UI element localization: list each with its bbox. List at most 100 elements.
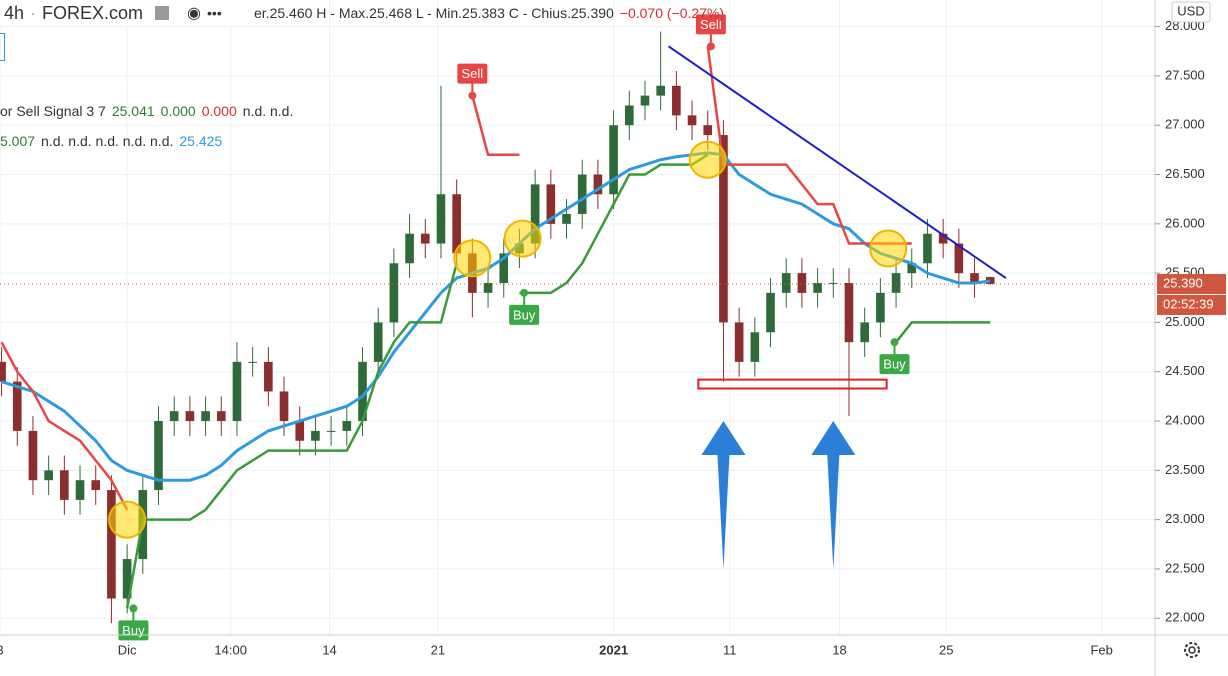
indicator-value: 25.041 bbox=[111, 103, 155, 119]
indicator-legend: or Sell Signal 3 7 25.041 0.000 0.000 n.d. n… bbox=[0, 103, 299, 119]
candle-body bbox=[452, 194, 461, 254]
candle-body bbox=[405, 233, 414, 264]
more-icon[interactable]: ••• bbox=[207, 5, 222, 21]
signal-box bbox=[879, 354, 910, 375]
candle-body bbox=[828, 282, 838, 284]
support-box bbox=[697, 378, 888, 390]
signal-label: Buy bbox=[513, 307, 536, 322]
candle-body bbox=[264, 361, 273, 392]
x-tick-label: 14:00 bbox=[214, 642, 247, 657]
last-price-label: 25.390 bbox=[1163, 275, 1203, 290]
currency-box bbox=[1171, 1, 1211, 23]
signal-label: Buy bbox=[883, 357, 906, 372]
candle-body bbox=[169, 411, 179, 422]
settings-icon[interactable] bbox=[1184, 642, 1200, 658]
x-tick-label: 25 bbox=[939, 642, 953, 657]
arrow bbox=[701, 421, 746, 569]
last-price-box bbox=[1157, 273, 1226, 294]
candle-body bbox=[154, 421, 163, 491]
indicator-line bbox=[125, 153, 991, 609]
candle-body bbox=[499, 253, 509, 283]
candle-body bbox=[216, 411, 226, 422]
y-tick-label: 24.000 bbox=[1165, 412, 1205, 427]
candle-body bbox=[389, 263, 399, 323]
candle-body bbox=[891, 273, 901, 293]
highlight-circle bbox=[503, 219, 542, 258]
candle-body bbox=[766, 292, 775, 333]
change: −0.070 (−0.27%) bbox=[619, 5, 725, 21]
interval[interactable]: 4h bbox=[4, 2, 25, 23]
flag-icon[interactable] bbox=[155, 6, 170, 20]
candle-body bbox=[373, 322, 383, 362]
y-tick-label: 27.500 bbox=[1165, 67, 1205, 82]
axes: 22.000 22.500 23.000 23.500 24.000 24.500 25.0… bbox=[0, 18, 1226, 657]
candle-body bbox=[844, 282, 854, 343]
source[interactable]: FOREX.com bbox=[42, 2, 144, 23]
candle-body bbox=[358, 361, 367, 422]
highlight-circle bbox=[688, 140, 727, 179]
ma-value: n.d. n.d. n.d. n.d. n.d. bbox=[41, 133, 174, 149]
candle-body bbox=[797, 273, 807, 293]
y-tick-label: 26.500 bbox=[1165, 166, 1205, 181]
y-tick-label: 26.000 bbox=[1165, 215, 1205, 230]
y-tick-label: 23.000 bbox=[1165, 511, 1205, 526]
candle-body bbox=[624, 105, 634, 126]
countdown: 02:52:39 bbox=[1163, 296, 1214, 311]
signal-label: Buy bbox=[122, 623, 145, 638]
y-tick-label: 22.000 bbox=[1165, 610, 1205, 625]
candle-body bbox=[593, 174, 603, 195]
candle-body bbox=[201, 411, 210, 422]
x-tick-label: Dic bbox=[118, 642, 137, 657]
highlight-circle bbox=[108, 500, 147, 539]
highlight-circle bbox=[869, 229, 908, 268]
signal-box bbox=[457, 63, 488, 84]
candle-body bbox=[436, 194, 446, 244]
candle-body bbox=[750, 332, 760, 362]
candle-body bbox=[326, 430, 336, 432]
candle-body bbox=[107, 490, 116, 599]
candle-body bbox=[687, 115, 697, 126]
candle-body bbox=[185, 411, 195, 422]
candle-body bbox=[295, 421, 305, 441]
candle-body bbox=[656, 85, 665, 96]
signal-box bbox=[695, 14, 726, 35]
indicator-name: or Sell Signal 3 7 bbox=[0, 103, 106, 119]
candle-body bbox=[703, 125, 713, 136]
y-tick-label: 23.500 bbox=[1165, 462, 1205, 477]
x-tick-label: 2021 bbox=[599, 642, 628, 657]
x-tick-label: Feb bbox=[1090, 642, 1112, 657]
ma-value: 5.007 bbox=[0, 133, 36, 149]
candle-body bbox=[813, 282, 822, 293]
candle-body bbox=[44, 470, 53, 481]
ma-legend: 5.007 n.d. n.d. n.d. n.d. n.d. 25.425 bbox=[0, 133, 228, 149]
candle-body bbox=[907, 263, 917, 274]
indicator-value: 0.000 bbox=[160, 103, 196, 119]
candle-body bbox=[60, 470, 69, 500]
x-tick-label: 21 bbox=[431, 642, 445, 657]
candle-body bbox=[938, 233, 948, 244]
plot: Buy Sell Buy Sell Buy bbox=[0, 14, 1155, 641]
candle-body bbox=[342, 421, 352, 431]
candle-body bbox=[876, 292, 885, 323]
candle-body bbox=[248, 361, 257, 363]
candle-body bbox=[122, 559, 132, 599]
candle-body bbox=[954, 243, 964, 274]
eye-icon[interactable]: ◉ bbox=[187, 5, 202, 22]
candle-body bbox=[75, 480, 85, 500]
countdown-box bbox=[1157, 294, 1226, 315]
highlight-circle bbox=[453, 239, 492, 278]
candle-body bbox=[577, 174, 587, 214]
candle-body bbox=[970, 273, 979, 283]
side-tab[interactable] bbox=[0, 33, 5, 61]
signal-box bbox=[509, 304, 540, 325]
candle-body bbox=[311, 430, 320, 441]
candle-body bbox=[923, 233, 932, 264]
candle-body bbox=[734, 322, 744, 362]
candle-body bbox=[28, 430, 38, 481]
grid bbox=[0, 0, 1155, 635]
candle-body bbox=[0, 361, 6, 382]
indicator-line bbox=[1, 151, 991, 482]
ma-value: 25.425 bbox=[179, 133, 223, 149]
